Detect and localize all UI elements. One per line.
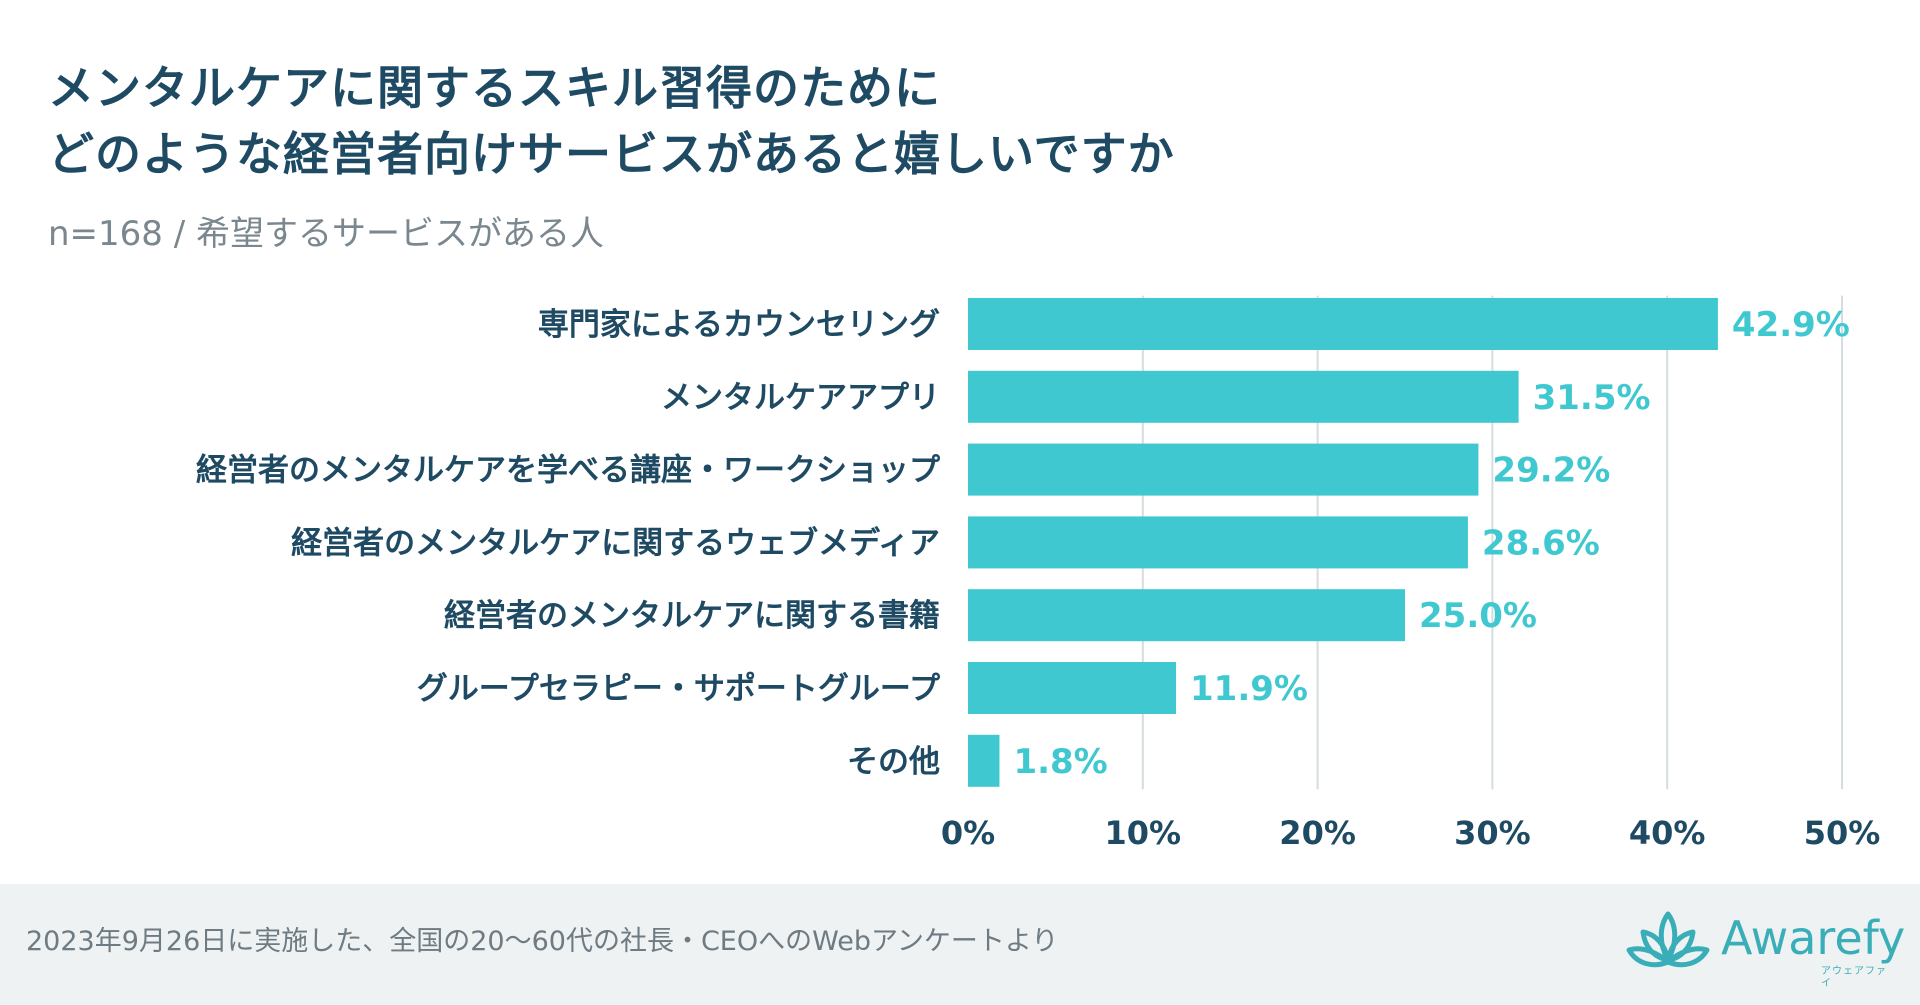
value-label-6: 1.8% [1013,742,1107,782]
category-label-6: その他 [847,744,940,780]
bar-2 [968,443,1479,496]
x-tick-label-1: 10% [1105,814,1182,852]
brand-kana: アウェアファイ [1821,966,1887,989]
value-label-0: 42.9% [1732,305,1850,345]
x-tick-label-5: 50% [1804,814,1881,852]
footer: 2023年9月26日に実施した、全国の20〜60代の社長・CEOへのWebアンケ… [0,884,1920,1005]
bar-5 [968,662,1177,714]
value-label-5: 11.9% [1190,669,1308,709]
category-label-4: 経営者のメンタルケアに関する書籍 [444,598,940,634]
category-label-2: 経営者のメンタルケアを学べる講座・ワークショップ [196,453,941,489]
value-label-2: 29.2% [1492,451,1610,491]
value-label-4: 25.0% [1419,596,1537,636]
value-label-3: 28.6% [1482,523,1600,563]
brand-logo: Awarefy アウェアファイ [1625,906,1905,989]
bar-chart: 0% 10% 20% 30% 40% 50% 専門家によるカウンセリング 42.9% メンタルケ… [196,295,1881,852]
chart-title: メンタルケアに関するスキル習得のために どのような経営者向けサービスがあると嬉し… [48,55,1175,187]
survey-note: 2023年9月26日に実施した、全国の20〜60代の社長・CEOへのWebアンケ… [26,926,1059,957]
chart-subtitle: n=168 / 希望するサービスがある人 [48,214,605,254]
x-tick-label-2: 20% [1279,814,1356,852]
x-tick-label-3: 30% [1454,814,1531,852]
bar-0 [968,298,1718,350]
chart-title-line-1: メンタルケアに関するスキル習得のために [48,61,941,115]
brand-name: Awarefy [1721,911,1906,965]
chart-title-line-2: どのような経営者向けサービスがあると嬉しいですか [48,127,1175,181]
bar-3 [968,516,1468,569]
category-label-0: 専門家によるカウンセリング [538,307,940,343]
bar-4 [968,589,1405,642]
x-tick-label-4: 40% [1629,814,1706,852]
category-label-1: メンタルケアアプリ [661,380,940,416]
bar-6 [968,734,1000,787]
value-label-1: 31.5% [1533,378,1651,418]
category-label-3: 経営者のメンタルケアに関するウェブメディア [291,525,940,561]
x-tick-label-0: 0% [941,814,995,852]
bar-1 [968,370,1519,423]
category-label-5: グループセラピー・サポートグループ [417,671,941,707]
lotus-icon [1626,911,1710,968]
